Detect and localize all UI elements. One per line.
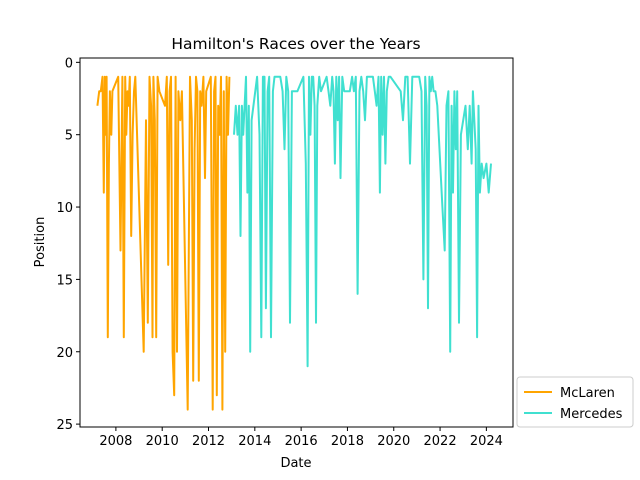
y-axis-ticks: 0 5 10 15 20 25: [56, 56, 80, 433]
legend-label-mclaren: McLaren: [560, 386, 615, 401]
y-tick-label: 25: [56, 418, 73, 433]
legend-label-mercedes: Mercedes: [560, 407, 623, 422]
x-tick-label: 2008: [99, 434, 132, 449]
chart-title: Hamilton's Races over the Years: [171, 35, 420, 53]
x-tick-label: 2022: [424, 434, 457, 449]
x-tick-label: 2010: [146, 434, 179, 449]
x-tick-label: 2018: [331, 434, 364, 449]
x-axis-ticks: 2008 2010 2012 2014 2016 2018 2020 2022 2024: [99, 427, 503, 449]
y-tick-label: 15: [56, 273, 73, 288]
x-tick-label: 2024: [470, 434, 503, 449]
y-axis-title: Position: [33, 217, 48, 268]
series-layer: [96, 75, 492, 411]
y-tick-label: 20: [56, 346, 73, 361]
plot-frame: [79, 57, 514, 428]
x-tick-label: 2016: [285, 434, 318, 449]
x-axis-title: Date: [280, 456, 311, 471]
x-tick-label: 2012: [192, 434, 225, 449]
x-tick-label: 2014: [238, 434, 271, 449]
series-line-mercedes: [233, 75, 492, 368]
legend-frame: [516, 376, 634, 428]
y-tick-label: 5: [65, 129, 73, 144]
plot-area: 2008 2010 2012 2014 2016 2018 2020 2022 2024 051…: [56, 56, 514, 449]
x-tick-label: 2020: [377, 434, 410, 449]
series-line-mclaren: [96, 75, 231, 411]
legend: McLaren Mercedes: [516, 376, 634, 428]
y-tick-label: 0: [65, 56, 73, 71]
y-tick-label: 10: [56, 201, 73, 216]
